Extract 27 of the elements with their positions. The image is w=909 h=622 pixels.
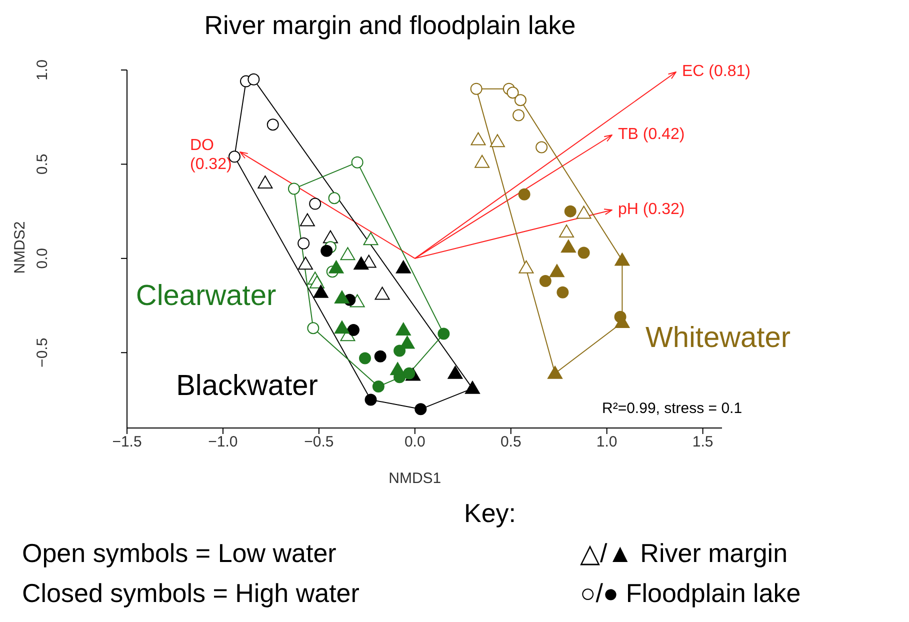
- text: Closed symbols = High water: [22, 578, 360, 609]
- annotation: pH (0.32): [618, 200, 685, 219]
- annotation: DO (0.32): [190, 136, 232, 174]
- annotation: TB (0.42): [618, 125, 685, 144]
- x-tick-label: 0.5: [500, 434, 522, 451]
- text: ○/● Floodplain lake: [580, 578, 801, 609]
- text: △/▲ River margin: [580, 538, 788, 569]
- x-axis-title: NMDS1: [388, 470, 442, 487]
- y-axis-title: NMDS2: [12, 220, 28, 276]
- text: Key:: [462, 498, 518, 529]
- annotation: EC (0.81): [682, 62, 750, 81]
- text: Open symbols = Low water: [22, 538, 336, 569]
- annotation: Whitewater: [644, 322, 792, 355]
- annotation: R²=0.99, stress = 0.1: [602, 400, 742, 417]
- x-tick-label: −0.5: [304, 434, 334, 451]
- annotation: Blackwater: [175, 370, 319, 403]
- annotation: Clearwater: [134, 280, 278, 313]
- y-tick-label: 0.5: [34, 154, 51, 175]
- x-tick-label: 0.0: [404, 434, 426, 451]
- chart-title: River margin and floodplain lake: [203, 10, 577, 41]
- x-tick-label: 1.0: [596, 434, 618, 451]
- y-tick-label: −0.5: [34, 338, 51, 368]
- y-tick-label: 1.0: [34, 60, 51, 80]
- x-tick-label: −1.5: [112, 434, 142, 451]
- x-tick-label: 1.5: [692, 434, 714, 451]
- y-tick-label: 0.0: [34, 248, 51, 269]
- x-tick-label: −1.0: [208, 434, 238, 451]
